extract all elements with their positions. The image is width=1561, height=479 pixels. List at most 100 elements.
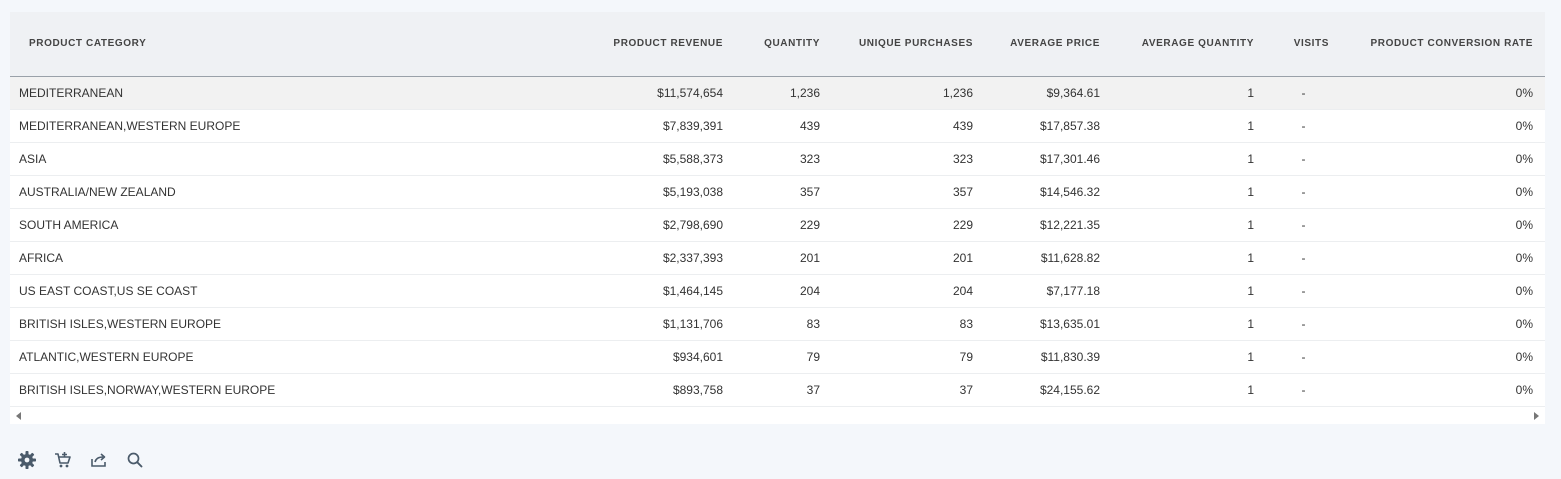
product-category-cell[interactable]: AUSTRALIA/NEW ZEALAND <box>19 184 176 199</box>
table-row[interactable]: AFRICA $2,337,393 201 201 $11,628.82 1 - 0% <box>10 241 1545 274</box>
average-quantity-cell: 1 <box>1247 85 1254 100</box>
product-conversion-rate-cell: 0% <box>1515 250 1533 265</box>
average-quantity-cell: 1 <box>1247 382 1254 397</box>
quantity-cell: 323 <box>799 151 820 166</box>
quantity-cell: 37 <box>806 382 820 397</box>
product-conversion-rate-cell: 0% <box>1515 382 1533 397</box>
product-category-cell[interactable]: MEDITERRANEAN <box>19 85 124 100</box>
visits-cell: - <box>1301 349 1306 364</box>
product-category-cell[interactable]: US EAST COAST,US SE COAST <box>19 283 198 298</box>
quantity-cell: 1,236 <box>789 85 820 100</box>
unique-purchases-cell: 204 <box>952 283 973 298</box>
add-to-cart-icon <box>55 452 71 468</box>
table-row[interactable]: ASIA $5,588,373 323 323 $17,301.46 1 - 0% <box>10 142 1545 175</box>
quantity-cell: 357 <box>799 184 820 199</box>
product-category-table: PRODUCT CATEGORY PRODUCT REVENUE QUANTIT… <box>10 12 1545 407</box>
average-price-cell: $24,155.62 <box>1039 382 1100 397</box>
product-category-cell[interactable]: ATLANTIC,WESTERN EUROPE <box>19 349 194 364</box>
average-quantity-cell: 1 <box>1247 217 1254 232</box>
visits-cell: - <box>1301 382 1306 397</box>
unique-purchases-cell: 83 <box>959 316 973 331</box>
quantity-cell: 439 <box>799 118 820 133</box>
column-header-product-conversion-rate[interactable]: PRODUCT CONVERSION RATE <box>1341 12 1545 77</box>
visits-cell: - <box>1301 85 1306 100</box>
unique-purchases-cell: 1,236 <box>942 85 973 100</box>
quantity-cell: 204 <box>799 283 820 298</box>
average-quantity-cell: 1 <box>1247 250 1254 265</box>
average-price-cell: $11,830.39 <box>1040 349 1100 364</box>
product-revenue-cell: $11,574,654 <box>657 85 723 100</box>
quantity-cell: 83 <box>806 316 820 331</box>
unique-purchases-cell: 357 <box>952 184 973 199</box>
table-row[interactable]: MEDITERRANEAN $11,574,654 1,236 1,236 $9,364… <box>10 76 1545 109</box>
product-category-cell[interactable]: BRITISH ISLES,WESTERN EUROPE <box>19 316 222 331</box>
product-revenue-cell: $5,193,038 <box>662 184 723 199</box>
product-revenue-cell: $2,798,690 <box>662 217 723 232</box>
horizontal-scrollbar[interactable] <box>10 409 1545 423</box>
quantity-cell: 229 <box>799 217 820 232</box>
column-header-average-quantity[interactable]: AVERAGE QUANTITY <box>1112 12 1266 77</box>
table-header-row: PRODUCT CATEGORY PRODUCT REVENUE QUANTIT… <box>10 12 1545 77</box>
average-price-cell: $11,628.82 <box>1040 250 1100 265</box>
column-header-product-revenue[interactable]: PRODUCT REVENUE <box>560 12 735 77</box>
product-revenue-cell: $893,758 <box>672 382 723 397</box>
visits-cell: - <box>1301 118 1306 133</box>
scroll-left-arrow-icon[interactable] <box>16 412 21 420</box>
product-revenue-cell: $5,588,373 <box>662 151 723 166</box>
average-quantity-cell: 1 <box>1247 151 1254 166</box>
quantity-cell: 201 <box>799 250 820 265</box>
table-row[interactable]: ATLANTIC,WESTERN EUROPE $934,601 79 79 $11,8… <box>10 340 1545 373</box>
product-conversion-rate-cell: 0% <box>1515 217 1533 232</box>
table-row[interactable]: AUSTRALIA/NEW ZEALAND $5,193,038 357 357 $14… <box>10 175 1545 208</box>
table-row[interactable]: BRITISH ISLES,WESTERN EUROPE $1,131,706 83… <box>10 307 1545 340</box>
visits-cell: - <box>1301 184 1306 199</box>
visits-cell: - <box>1301 316 1306 331</box>
product-category-cell[interactable]: BRITISH ISLES,NORWAY,WESTERN EUROPE <box>19 382 276 397</box>
average-price-cell: $12,221.35 <box>1039 217 1100 232</box>
average-quantity-cell: 1 <box>1247 283 1254 298</box>
export-button[interactable] <box>88 449 110 471</box>
average-price-cell: $7,177.18 <box>1046 283 1100 298</box>
product-category-cell[interactable]: AFRICA <box>19 250 64 265</box>
table-body: MEDITERRANEAN $11,574,654 1,236 1,236 $9,364… <box>10 76 1545 406</box>
column-header-product-category[interactable]: PRODUCT CATEGORY <box>10 12 560 77</box>
search-button[interactable] <box>124 449 146 471</box>
product-revenue-cell: $7,839,391 <box>662 118 723 133</box>
product-conversion-rate-cell: 0% <box>1515 283 1533 298</box>
product-conversion-rate-cell: 0% <box>1515 184 1533 199</box>
column-header-average-price[interactable]: AVERAGE PRICE <box>985 12 1112 77</box>
visits-cell: - <box>1301 283 1306 298</box>
unique-purchases-cell: 229 <box>952 217 973 232</box>
add-to-cart-button[interactable] <box>52 449 74 471</box>
quantity-cell: 79 <box>806 349 820 364</box>
gear-icon <box>18 451 36 469</box>
product-category-cell[interactable]: ASIA <box>19 151 47 166</box>
scroll-right-arrow-icon[interactable] <box>1534 412 1539 420</box>
unique-purchases-cell: 439 <box>952 118 973 133</box>
product-revenue-cell: $2,337,393 <box>662 250 723 265</box>
product-category-cell[interactable]: SOUTH AMERICA <box>19 217 119 232</box>
product-conversion-rate-cell: 0% <box>1515 85 1533 100</box>
average-price-cell: $9,364.61 <box>1046 85 1100 100</box>
product-revenue-cell: $1,464,145 <box>662 283 723 298</box>
average-quantity-cell: 1 <box>1247 184 1254 199</box>
average-quantity-cell: 1 <box>1247 349 1254 364</box>
column-header-visits[interactable]: VISITS <box>1266 12 1341 77</box>
visits-cell: - <box>1301 217 1306 232</box>
column-header-quantity[interactable]: QUANTITY <box>735 12 832 77</box>
table-row[interactable]: BRITISH ISLES,NORWAY,WESTERN EUROPE $893,… <box>10 373 1545 406</box>
settings-button[interactable] <box>16 449 38 471</box>
table-row[interactable]: US EAST COAST,US SE COAST $1,464,145 204 20… <box>10 274 1545 307</box>
average-price-cell: $17,301.46 <box>1039 151 1100 166</box>
column-header-unique-purchases[interactable]: UNIQUE PURCHASES <box>832 12 985 77</box>
product-revenue-cell: $1,131,706 <box>662 316 723 331</box>
report-toolbar <box>16 448 146 472</box>
table-row[interactable]: SOUTH AMERICA $2,798,690 229 229 $12,221.35 1… <box>10 208 1545 241</box>
product-category-cell[interactable]: MEDITERRANEAN,WESTERN EUROPE <box>19 118 241 133</box>
table-row[interactable]: MEDITERRANEAN,WESTERN EUROPE $7,839,391 43… <box>10 109 1545 142</box>
unique-purchases-cell: 37 <box>959 382 973 397</box>
product-conversion-rate-cell: 0% <box>1515 316 1533 331</box>
average-price-cell: $13,635.01 <box>1039 316 1100 331</box>
search-icon <box>127 452 143 468</box>
product-conversion-rate-cell: 0% <box>1515 118 1533 133</box>
